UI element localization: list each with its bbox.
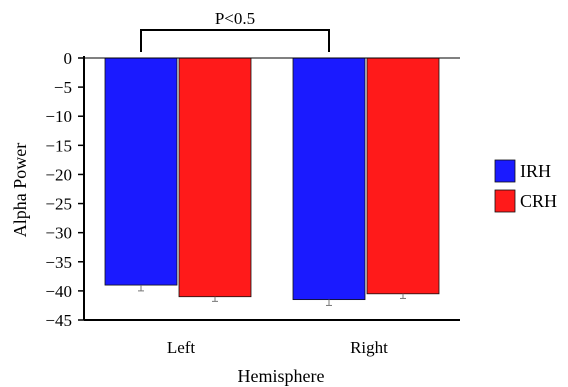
significance-bracket [140, 29, 330, 52]
bar-irh-right [292, 57, 366, 301]
significance-label: P<0.5 [215, 9, 255, 28]
error-bars-group [138, 285, 406, 306]
y-tick-label: −5 [54, 78, 72, 97]
legend-swatch-crh [494, 189, 516, 213]
x-axis: Left Right [84, 319, 460, 357]
y-tick-label: −25 [45, 195, 72, 214]
legend: IRH CRH [494, 159, 557, 213]
y-tick-label: −45 [45, 311, 72, 330]
legend-label-irh: IRH [520, 161, 551, 181]
y-tick-label: −40 [45, 282, 72, 301]
y-axis: 0 −5 −10 −15 −20 −25 −30 −35 −40 −45 [45, 49, 460, 330]
y-tick-label: −30 [45, 224, 72, 243]
y-tick-label: −20 [45, 165, 72, 184]
significance-annotation: P<0.5 [140, 9, 330, 52]
x-tick-label: Right [350, 338, 388, 357]
bar-crh-right [366, 57, 440, 295]
y-axis-title: Alpha Power [10, 143, 30, 237]
legend-label-crh: CRH [520, 191, 557, 211]
y-tick-label: −35 [45, 253, 72, 272]
x-axis-title: Hemisphere [238, 366, 325, 386]
y-tick-label: 0 [64, 49, 73, 68]
bars-group [104, 57, 440, 301]
y-tick-label: −15 [45, 136, 72, 155]
y-tick-label: −10 [45, 107, 72, 126]
bar-irh-left [104, 57, 178, 286]
bar-crh-left [178, 57, 252, 298]
legend-swatch-irh [494, 159, 516, 183]
x-tick-label: Left [167, 338, 196, 357]
